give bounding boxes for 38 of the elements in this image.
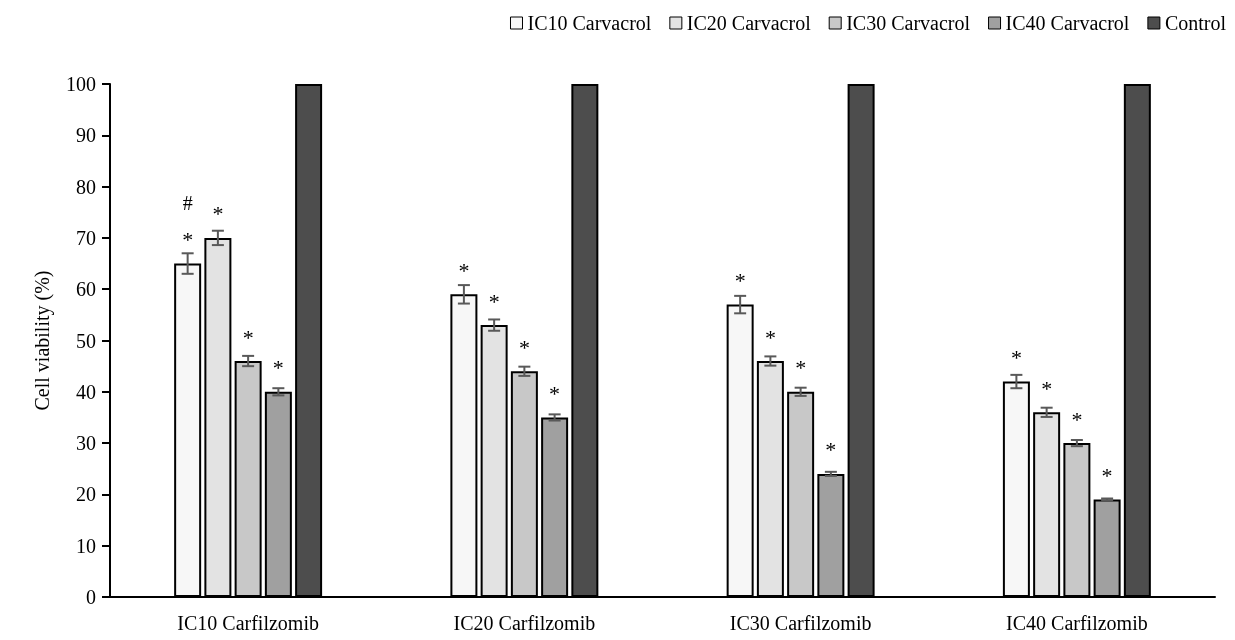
- data-label: *: [1101, 463, 1113, 489]
- data-label: *: [1010, 345, 1022, 371]
- data-label: *: [764, 324, 776, 350]
- y-tick-label: 30: [76, 432, 96, 455]
- data-label: *: [458, 257, 470, 283]
- y-tick-label: 10: [76, 534, 96, 557]
- legend-label: Control: [1164, 12, 1227, 34]
- data-label: *: [212, 201, 224, 227]
- data-label: *: [242, 324, 254, 350]
- data-label: *: [518, 334, 530, 360]
- y-tick-label: 50: [76, 329, 96, 352]
- data-label: *: [795, 355, 807, 381]
- y-tick-label: 60: [76, 278, 96, 301]
- y-axis-title: Cell viability (%): [31, 270, 54, 411]
- y-tick-label: 80: [76, 175, 96, 198]
- y-tick-label: 70: [76, 226, 96, 249]
- legend-label: IC40 Carvacrol: [1005, 12, 1130, 34]
- data-label: *: [549, 380, 561, 406]
- data-label: *: [734, 268, 746, 294]
- x-tick-label: IC30 Carfilzomib: [729, 612, 872, 634]
- x-tick-label: IC40 Carfilzomib: [1006, 612, 1148, 634]
- data-label: *: [272, 355, 284, 381]
- data-label: *: [1041, 375, 1053, 401]
- y-tick-label: 40: [76, 380, 96, 403]
- data-label: *: [1071, 406, 1083, 432]
- y-tick-label: 20: [76, 483, 96, 506]
- y-tick-label: 0: [86, 586, 96, 608]
- y-tick-label: 100: [66, 73, 96, 95]
- data-label: *: [825, 437, 837, 463]
- y-tick-label: 90: [76, 124, 96, 147]
- data-label: *: [182, 227, 194, 253]
- x-tick-label: IC10 Carfilzomib: [177, 612, 319, 634]
- legend-label: IC10 Carvacrol: [527, 12, 652, 34]
- legend-label: IC30 Carvacrol: [846, 12, 971, 34]
- annotation: #: [182, 192, 193, 215]
- legend-label: IC20 Carvacrol: [686, 12, 812, 34]
- data-label: *: [488, 288, 500, 314]
- x-tick-label: IC20 Carfilzomib: [453, 612, 596, 634]
